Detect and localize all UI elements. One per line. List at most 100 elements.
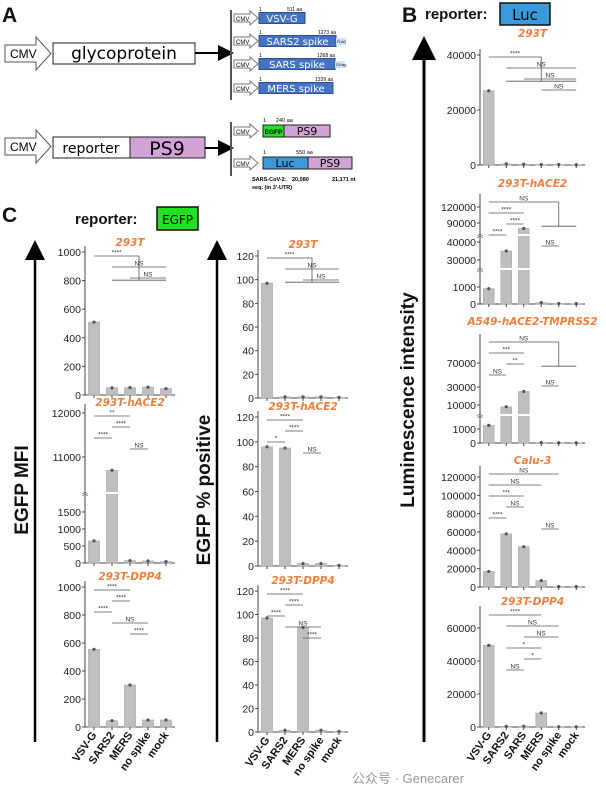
significance-label: ** xyxy=(109,410,115,417)
aa-start: 1 xyxy=(259,53,262,59)
axis-break-icon xyxy=(81,491,89,497)
bar xyxy=(483,571,495,588)
data-point xyxy=(337,395,341,400)
data-point xyxy=(110,386,114,390)
significance-label: **** xyxy=(116,421,127,428)
data-point xyxy=(557,584,561,589)
chart-title: 293T-hACE2 xyxy=(498,178,567,190)
watermark: 公众号 · Genecarer xyxy=(352,771,465,786)
data-point xyxy=(574,584,578,589)
panel-letter-c: C xyxy=(2,204,17,227)
y-tick-label: 40 xyxy=(242,511,254,523)
y-tick-label: 1000 xyxy=(453,282,477,294)
data-point xyxy=(265,445,269,449)
significance-label: NS xyxy=(545,523,555,530)
promoter-label: CMV xyxy=(236,40,249,46)
data-point xyxy=(110,468,114,472)
y-tick-label: 20 xyxy=(242,704,254,716)
significance-label: NS xyxy=(125,617,135,624)
data-point xyxy=(522,545,526,549)
glycoprotein-constructs: CMV VSV-G 1 511 aa CMV SARS2 spike 1 1273 aaFLA… xyxy=(233,7,346,97)
chart-c4: 293T 0 20 40 60 80 100 120 **** NS NS xyxy=(236,239,348,405)
significance-label: **** xyxy=(284,252,295,259)
y-tick-label: 60 xyxy=(242,322,254,334)
y-tick-label: 0 xyxy=(75,722,81,734)
aa-end: 1273 aa xyxy=(318,30,336,36)
significance-label: NS xyxy=(519,196,529,203)
chart-title: 293T xyxy=(288,239,318,251)
chart-title: 293T-hACE2 xyxy=(268,401,337,413)
chart-title: 293T-DPP4 xyxy=(271,575,334,587)
significance-label: **** xyxy=(289,425,300,432)
data-point xyxy=(92,647,96,651)
data-point xyxy=(504,249,508,253)
significance-label: **** xyxy=(116,595,127,602)
data-point xyxy=(522,724,526,728)
svg-text:PS9: PS9 xyxy=(149,138,185,160)
svg-text:PS9: PS9 xyxy=(297,125,318,138)
significance-label: **** xyxy=(280,588,291,595)
significance-label: **** xyxy=(501,207,512,214)
data-point xyxy=(146,718,150,722)
chart-title: A549-hACE2-TMPRSS2 xyxy=(466,316,597,328)
y-tick-label: 0 xyxy=(248,727,254,739)
significance-label: NS xyxy=(134,261,144,268)
data-point xyxy=(92,539,96,543)
data-point xyxy=(319,395,323,399)
chart-title: 293T xyxy=(518,28,548,40)
data-point xyxy=(283,446,287,450)
svg-text:CMV: CMV xyxy=(236,162,249,168)
svg-text:EGFP: EGFP xyxy=(265,129,283,136)
svg-text:seq. (in 3'-UTR): seq. (in 3'-UTR) xyxy=(252,185,292,191)
y-tick-label: 0 xyxy=(75,558,81,570)
y-tick-label: 120 xyxy=(236,586,254,598)
significance-label: NS xyxy=(545,240,555,247)
bar xyxy=(483,645,495,728)
significance-label: NS xyxy=(510,501,520,508)
y-tick-label: 200 xyxy=(63,694,81,706)
y-tick-label: 600 xyxy=(63,638,81,650)
data-point xyxy=(487,287,491,291)
y-tick-label: 20000 xyxy=(447,564,476,576)
bar xyxy=(518,391,530,444)
significance-label: **** xyxy=(510,609,521,616)
y-tick-label: 120 xyxy=(236,412,254,424)
bar xyxy=(124,684,136,728)
data-point xyxy=(164,560,168,564)
significance-label: **** xyxy=(111,250,122,257)
y-axis-title-mfi: EGFP MFI xyxy=(12,445,33,534)
y-tick-label: 120000 xyxy=(441,202,476,214)
data-point xyxy=(92,320,96,324)
significance-label: NS xyxy=(510,664,520,671)
bar xyxy=(483,90,495,166)
y-tick-label: 100000 xyxy=(441,490,476,502)
significance-label: NS xyxy=(143,272,153,279)
y-tick-label: 12000 xyxy=(52,408,81,420)
significance-label: **** xyxy=(280,414,291,421)
y-tick-label: 0 xyxy=(470,299,476,311)
chart-b5: 293T-DPP40200004000060000VSV-GSARS2SARSM… xyxy=(447,596,585,773)
bar xyxy=(261,282,273,399)
y-tick-label: 20000 xyxy=(447,105,476,117)
y-tick-label: 70000 xyxy=(447,358,476,370)
bar xyxy=(88,321,100,396)
panel-letter-b: B xyxy=(402,4,417,27)
data-point xyxy=(574,302,578,306)
significance-label: **** xyxy=(134,628,145,635)
y-tick-label: 800 xyxy=(63,610,81,622)
bar xyxy=(261,446,273,567)
y-tick-label: 0 xyxy=(75,390,81,402)
chart-title: 293T xyxy=(115,237,145,249)
chart-title: 293T-hACE2 xyxy=(95,397,164,409)
luc-construct: CMV Luc PS9 1 550 aa SARS-CoV-2: 20,080 … xyxy=(233,150,356,191)
svg-text:reporter:: reporter: xyxy=(75,211,138,228)
y-tick-label: 0 xyxy=(470,582,476,594)
data-point xyxy=(504,724,508,728)
y-axis-title-percent: EGFP % positive xyxy=(194,415,215,566)
glycoprotein-construct: CMV VSV-G 1 511 aa xyxy=(233,7,306,27)
chart-b4: Calu-3 0 20000 40000 60000 80000 100000 120000 N… xyxy=(441,455,585,594)
significance-label: **** xyxy=(492,512,503,519)
significance-label: **** xyxy=(492,229,503,236)
y-tick-label: 0 xyxy=(248,561,254,573)
